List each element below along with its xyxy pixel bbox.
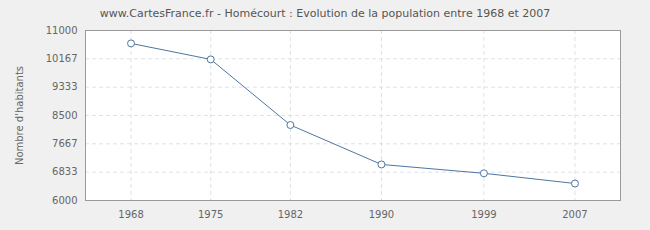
svg-text:9333: 9333: [52, 81, 77, 92]
svg-text:1999: 1999: [471, 209, 496, 220]
svg-text:1982: 1982: [278, 209, 303, 220]
svg-text:1968: 1968: [118, 209, 143, 220]
svg-text:6833: 6833: [52, 166, 77, 177]
svg-text:1990: 1990: [369, 209, 394, 220]
svg-text:7667: 7667: [52, 138, 77, 149]
html-text:www.CartesFrance.fr - Homécour: www.CartesFrance.fr - Homécourt : Evolut…: [99, 7, 551, 20]
svg-text:Nombre d'habitants: Nombre d'habitants: [14, 66, 25, 165]
svg-text:1975: 1975: [198, 209, 223, 220]
svg-text:6000: 6000: [52, 195, 77, 206]
svg-text:8500: 8500: [52, 110, 77, 121]
svg-text:2007: 2007: [562, 209, 587, 220]
svg-text:10167: 10167: [46, 53, 78, 64]
svg-text:11000: 11000: [46, 25, 78, 36]
